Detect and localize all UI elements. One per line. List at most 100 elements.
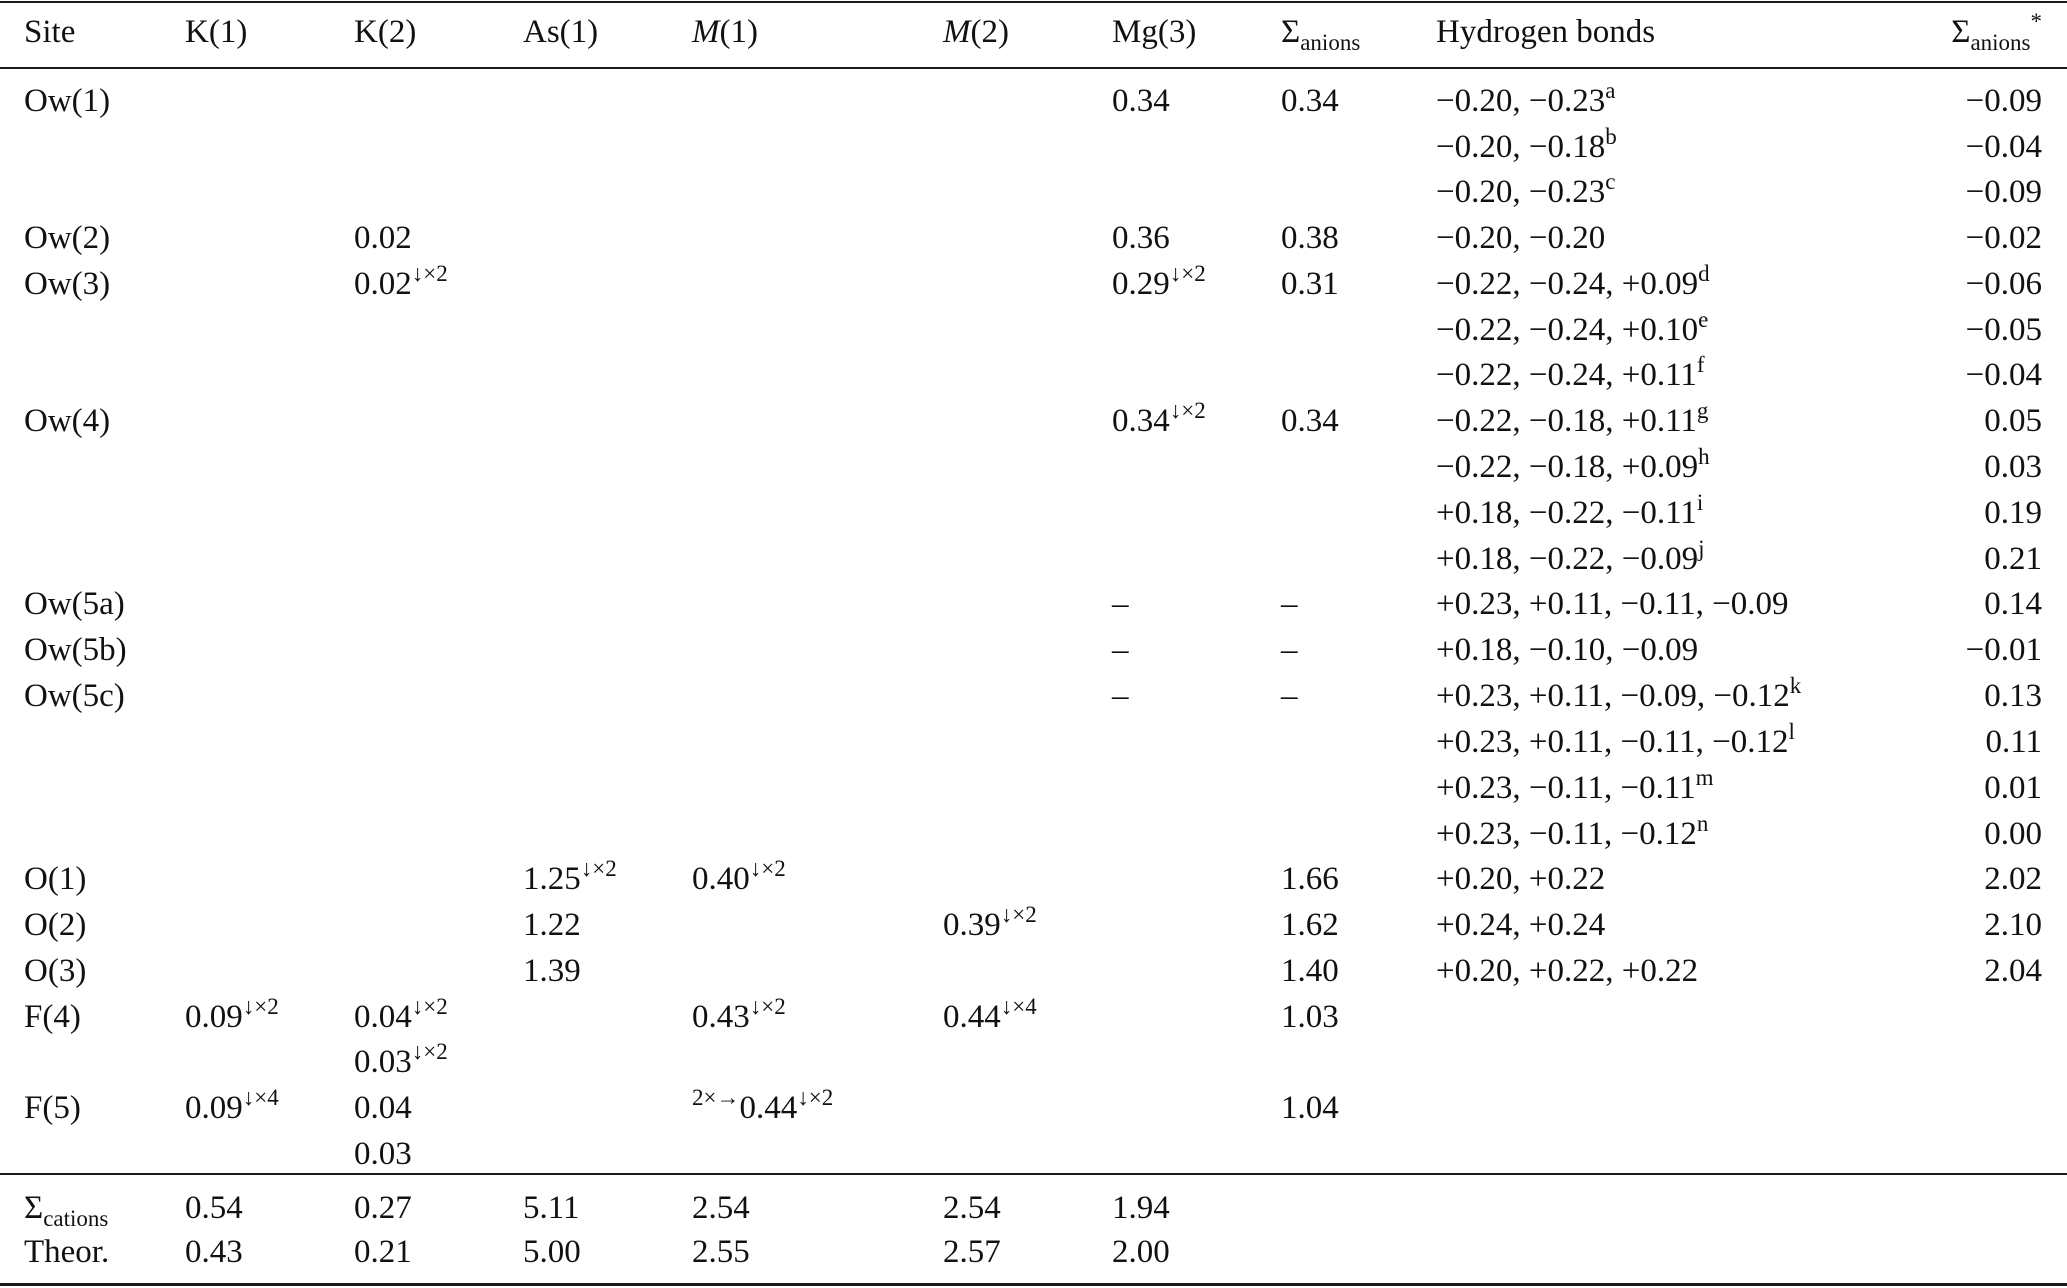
cell-sumstar: 0.14 [1984,584,2042,624]
cell-mg3: 0.36 [1112,218,1170,258]
cell-m2: 0.39↓×2 [943,903,1037,945]
cell-value: Ow(5b) [24,632,127,668]
footer-m1: 2.54 [692,1188,750,1228]
cell-value: 2.57 [943,1234,1001,1270]
cell-value: 0.19 [1984,495,2042,531]
footnote-mark: f [1696,352,1705,377]
cell-hb: +0.23, +0.11, −0.11, −0.09 [1436,584,1789,624]
cell-value: 0.39 [943,907,1001,943]
cell-value: 1.22 [523,907,581,943]
footer-as1: 5.00 [523,1232,581,1272]
cell-hb: +0.18, −0.10, −0.09 [1436,630,1698,670]
cell-value: 2.54 [692,1190,750,1226]
cell-value: −0.09 [1965,174,2042,210]
cell-value: −0.22, −0.24, +0.09 [1436,266,1699,302]
cell-value: – [1281,586,1298,622]
cell-value: −0.22, −0.24, +0.11 [1436,357,1697,393]
footer-k2: 0.27 [354,1188,412,1228]
cell-multiplicity: ↓×2 [580,856,617,881]
footnote-mark: j [1698,536,1705,561]
cell-value: O(3) [24,953,87,989]
cell-value: 2.54 [943,1190,1001,1226]
header-m1: M(1) [692,12,758,52]
cell-hb: −0.22, −0.24, +0.10e [1436,308,1708,350]
cell-sum: 1.62 [1281,905,1339,945]
footer-k2: 0.21 [354,1232,412,1272]
cell-hb: +0.23, +0.11, −0.11, −0.12l [1436,720,1795,762]
cell-value: Σ [24,1190,44,1226]
cell-value: 0.05 [1984,403,2042,439]
cell-value: −0.09 [1965,83,2042,119]
cell-value: 0.44 [943,999,1001,1035]
cell-value: – [1281,632,1298,668]
cell-hb: −0.22, −0.24, +0.09d [1436,261,1710,304]
cell-sumstar: −0.01 [1966,630,2042,670]
cell-k2: 0.02↓×2 [354,262,448,304]
cell-value: 1.04 [1281,1090,1339,1126]
cell-k2: 0.03↓×2 [354,1040,448,1082]
cell-site: Ow(2) [24,218,110,258]
header-mg3: Mg(3) [1112,12,1196,52]
cell-multiplicity: ↓×2 [1169,261,1206,286]
cell-value: 0.04 [354,1090,412,1126]
cell-multiplicity: ↓×2 [1169,398,1206,423]
cell-sumstar: −0.04 [1966,127,2042,167]
cell-value: +0.23, −0.11, −0.12 [1436,816,1697,852]
cell-k2: 0.04 [354,1088,412,1128]
cell-multiplicity: ↓×2 [411,994,448,1019]
header-label-rest: (1) [719,14,758,50]
cell-value: 1.40 [1281,953,1339,989]
cell-sumstar: −0.04 [1966,355,2042,395]
cell-value: 1.66 [1281,861,1339,897]
cell-m2: 0.44↓×4 [943,995,1037,1037]
cell-hb: −0.22, −0.18, +0.09h [1436,445,1710,487]
cell-value: −0.22, −0.18, +0.11 [1436,403,1697,439]
cell-value: 0.11 [1985,724,2042,760]
cell-mg3: – [1112,584,1129,624]
cell-multiplicity: ↓×2 [242,994,279,1019]
cell-value: 5.00 [523,1234,581,1270]
cell-value: – [1281,678,1298,714]
cell-multiplicity: ↓×2 [797,1085,834,1110]
footer-k1: 0.43 [185,1232,243,1272]
footer-as1: 5.11 [523,1188,580,1228]
cell-site: Ow(3) [24,264,110,304]
cell-k2: 0.02 [354,218,412,258]
cell-value: 0.34 [1112,83,1170,119]
header-superscript: * [2030,9,2043,34]
cell-value: 0.54 [185,1190,243,1226]
cell-value: 1.94 [1112,1190,1170,1226]
header-k1: K(1) [185,12,247,52]
footnote-mark: i [1696,490,1704,515]
cell-value: 1.25 [523,861,581,897]
cell-value: 0.34 [1281,83,1339,119]
cell-value: 0.03 [354,1044,412,1080]
cell-value: 0.02 [354,220,412,256]
cell-k1: 0.09↓×4 [185,1085,279,1128]
cell-hb: +0.24, +0.24 [1436,905,1605,945]
cell-sum: – [1281,584,1298,624]
cell-sum: – [1281,630,1298,670]
cell-value: 0.34 [1112,403,1170,439]
cell-value: 0.03 [354,1136,412,1172]
header-subscript: anions [1970,30,2031,55]
footer-mg3: 1.94 [1112,1188,1170,1228]
cell-sum: 1.66 [1281,859,1339,899]
cell-value: 1.39 [523,953,581,989]
cell-sumstar: 0.19 [1984,493,2042,533]
footnote-mark: d [1698,261,1710,286]
cell-value: +0.18, −0.22, −0.11 [1436,495,1697,531]
cell-value: Ow(4) [24,403,111,439]
header-label: As(1) [523,14,599,50]
footnote-mark: k [1789,673,1802,698]
cell-value: 2.04 [1984,953,2042,989]
cell-value: 2.02 [1984,861,2042,897]
cell-hb: +0.20, +0.22, +0.22 [1436,951,1698,991]
cell-sum: 0.38 [1281,218,1339,258]
footer-site: Σcations [24,1188,108,1230]
cell-value: 1.62 [1281,907,1339,943]
cell-multiplicity: ↓×4 [242,1085,279,1110]
cell-hb: +0.18, −0.22, −0.11i [1436,490,1704,533]
cell-hb: +0.23, +0.11, −0.09, −0.12k [1436,673,1802,716]
cell-value: 0.36 [1112,220,1170,256]
